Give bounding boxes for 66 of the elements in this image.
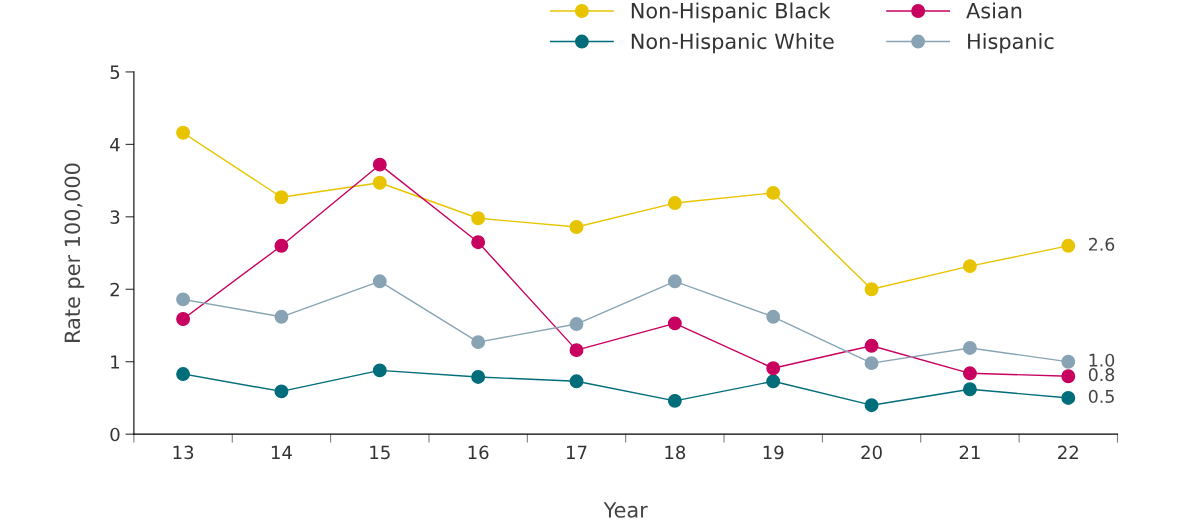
point [962, 259, 977, 274]
y-tick-label: 3 [110, 210, 120, 224]
y-tick-label: 4 [110, 138, 120, 152]
point [569, 374, 584, 389]
point [1061, 354, 1076, 369]
point [372, 157, 387, 172]
data-label: 0.5 [1088, 389, 1114, 403]
point [274, 238, 289, 253]
point [569, 317, 584, 331]
point [274, 309, 289, 324]
point [1061, 238, 1076, 253]
point [471, 335, 486, 350]
x-tick-label: 13 [173, 445, 194, 460]
point [372, 274, 387, 289]
y-tick-label: 5 [110, 65, 120, 80]
legend-label: Non-Hispanic White [631, 33, 834, 54]
point [962, 341, 977, 355]
x-tick-label: 17 [567, 445, 587, 460]
point [274, 190, 289, 205]
point [864, 356, 879, 371]
point [667, 196, 682, 211]
point [766, 374, 781, 389]
point [864, 282, 879, 297]
point [176, 367, 191, 381]
y-tick-label: 2 [110, 282, 119, 297]
point [864, 398, 879, 413]
point [372, 363, 387, 378]
x-tick-label: 18 [665, 445, 686, 460]
point [962, 366, 977, 381]
x-tick-label: 14 [271, 445, 292, 460]
data-label: 0.8 [1088, 368, 1115, 382]
data-label: 2.6 [1088, 237, 1115, 251]
point [372, 175, 387, 190]
y-tick-label: 1 [111, 355, 120, 369]
x-tick-label: 21 [959, 445, 980, 460]
y-axis-title: Rate per 100,000 [64, 163, 85, 342]
point [1061, 391, 1076, 405]
point [864, 338, 879, 353]
point [766, 309, 781, 324]
point [471, 369, 486, 384]
point [766, 361, 781, 376]
legend-label: Hispanic [968, 33, 1054, 54]
point [176, 125, 191, 140]
x-tick-label: 22 [1058, 445, 1078, 460]
legend-label: Non-Hispanic Black [631, 2, 831, 23]
data-label: 1.0 [1089, 353, 1115, 367]
point [569, 343, 584, 358]
point [766, 185, 781, 200]
point [962, 382, 977, 397]
point [274, 384, 289, 399]
point [569, 220, 584, 234]
point [471, 235, 486, 250]
legend-label: Asian [966, 2, 1022, 19]
point [667, 393, 682, 408]
y-tick-label: 0 [110, 427, 120, 442]
x-tick-label: 19 [763, 445, 784, 460]
point [667, 274, 682, 289]
point [1061, 369, 1076, 384]
x-tick-label: 16 [468, 445, 489, 460]
point [176, 312, 191, 326]
point [176, 292, 191, 307]
x-tick-label: 15 [370, 445, 390, 460]
point [667, 316, 682, 331]
x-tick-label: 20 [861, 445, 882, 460]
x-axis-title: Year [603, 502, 648, 518]
point [471, 211, 486, 226]
